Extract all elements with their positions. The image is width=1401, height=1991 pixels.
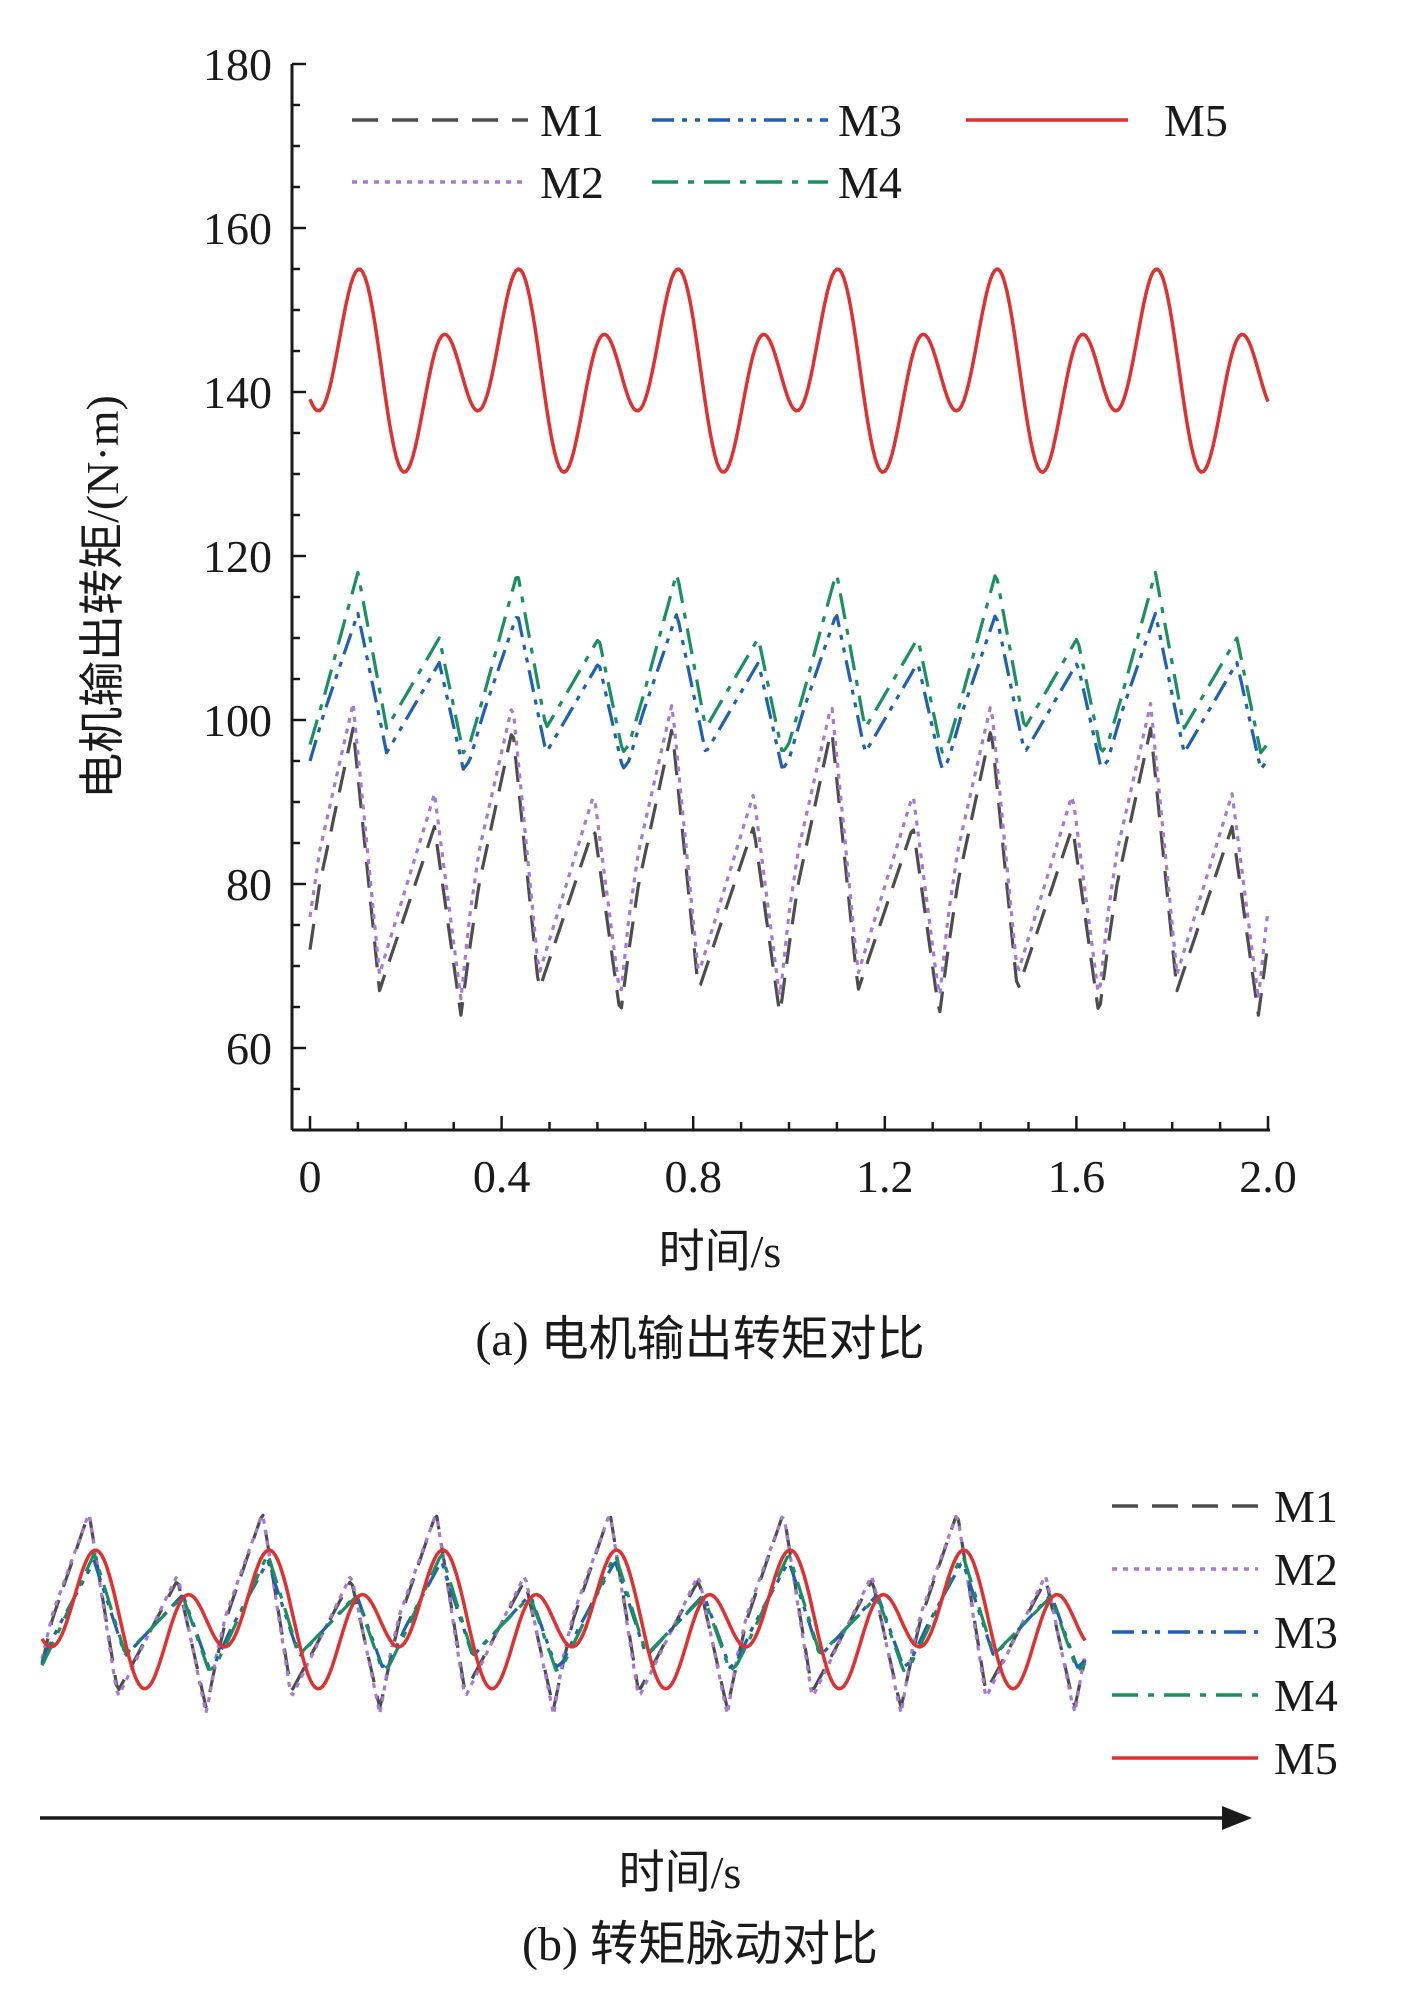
y-axis-ticks: 60 80 100 120 140 160 180 [203, 39, 306, 1132]
y-tick-label: 180 [203, 39, 272, 90]
legend-label-m4: M4 [838, 157, 902, 208]
ripple-line-m5 [40, 1548, 1087, 1691]
panel-b-series-lines [40, 1512, 1087, 1717]
y-axis-title: 电机输出转矩/(N·m) [77, 395, 128, 799]
x-tick-label: 2.0 [1239, 1151, 1297, 1202]
y-tick-label: 80 [226, 859, 272, 910]
series-line-m4 [308, 570, 1270, 755]
y-tick-label: 100 [203, 695, 272, 746]
legend-b-label-m5: M5 [1274, 1733, 1338, 1784]
x-tick-label: 0 [299, 1151, 322, 1202]
legend-label-m5: M5 [1164, 95, 1228, 146]
panel-a-series-lines [308, 267, 1270, 1017]
legend-b-label-m3: M3 [1274, 1607, 1338, 1658]
series-line-m1 [308, 726, 1270, 1017]
legend-b-label-m1: M1 [1274, 1481, 1338, 1532]
y-tick-label: 160 [203, 203, 272, 254]
time-arrow-head [1222, 1806, 1252, 1830]
x-tick-label: 0.4 [473, 1151, 531, 1202]
ripple-line-m3 [40, 1559, 1087, 1669]
y-tick-label: 140 [203, 367, 272, 418]
x-axis-title: 时间/s [659, 1226, 782, 1277]
series-line-m3 [308, 611, 1270, 771]
ripple-line-m1 [40, 1512, 1087, 1711]
x-tick-label: 0.8 [664, 1151, 722, 1202]
legend-label-m2: M2 [540, 157, 604, 208]
legend-label-m3: M3 [838, 95, 902, 146]
caption-b: (b) 转矩脉动对比 [522, 1918, 878, 1971]
y-tick-label: 120 [203, 531, 272, 582]
panel-b-ripple-chart: 时间/s M1 M2 M3 M4 M5 (b) 转矩脉动对比 [40, 1481, 1338, 1971]
x-axis-title-b: 时间/s [619, 1847, 742, 1898]
caption-a: (a) 电机输出转矩对比 [475, 1313, 924, 1366]
panel-a-legend: M1 M2 M3 M4 M5 [352, 95, 1228, 208]
legend-b-label-m2: M2 [1274, 1544, 1338, 1595]
panel-a-torque-chart: 60 80 100 120 140 160 180 0 0.4 0.8 1.2 1.6 2.0 时间/… [77, 39, 1297, 1366]
series-line-m5 [308, 267, 1270, 474]
x-tick-label: 1.2 [856, 1151, 914, 1202]
x-tick-label: 1.6 [1048, 1151, 1106, 1202]
legend-b-label-m4: M4 [1274, 1670, 1338, 1721]
y-tick-label: 60 [226, 1023, 272, 1074]
legend-label-m1: M1 [540, 95, 604, 146]
panel-b-legend: M1 M2 M3 M4 M5 [1112, 1481, 1338, 1784]
x-axis-ticks: 0 0.4 0.8 1.2 1.6 2.0 [299, 1116, 1297, 1202]
ripple-line-m2 [40, 1513, 1087, 1717]
